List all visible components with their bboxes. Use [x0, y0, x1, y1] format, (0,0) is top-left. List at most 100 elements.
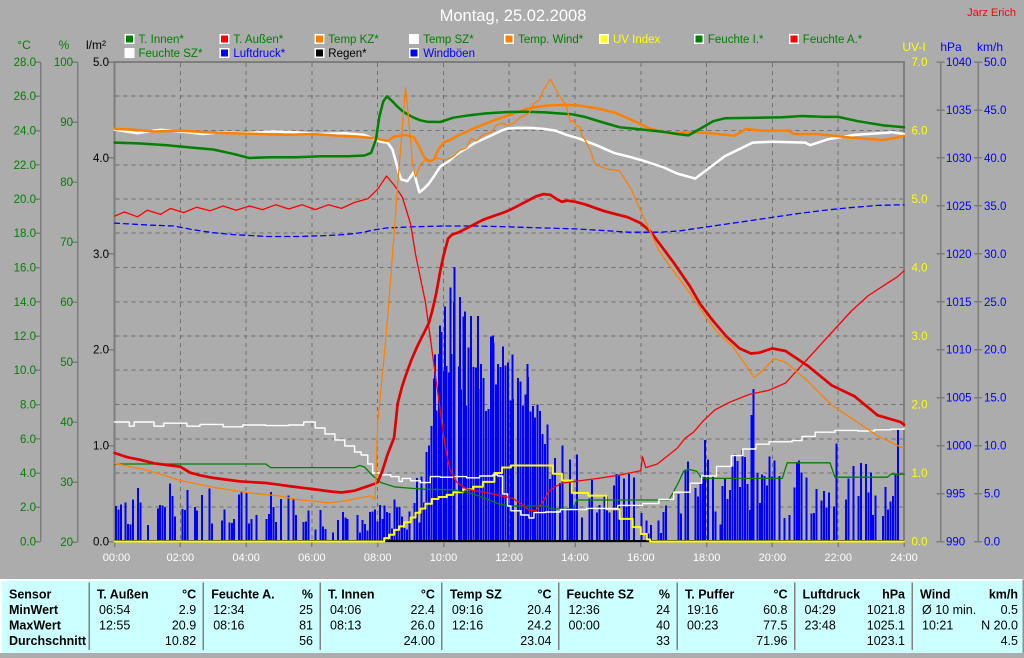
- svg-text:2.0: 2.0: [20, 502, 36, 514]
- svg-text:Feuchte A.: Feuchte A.: [211, 588, 274, 602]
- svg-text:20.4: 20.4: [527, 603, 551, 617]
- svg-text:28.0: 28.0: [14, 57, 36, 69]
- svg-text:Temp SZ: Temp SZ: [450, 588, 502, 602]
- svg-text:20:00: 20:00: [759, 552, 787, 564]
- svg-text:30: 30: [60, 477, 73, 489]
- svg-text:Wind: Wind: [920, 588, 950, 602]
- svg-text:4.5: 4.5: [1001, 634, 1018, 648]
- svg-text:12:55: 12:55: [99, 619, 130, 633]
- svg-text:1021.8: 1021.8: [867, 603, 905, 617]
- svg-text:18:00: 18:00: [693, 552, 721, 564]
- svg-text:0.0: 0.0: [93, 537, 109, 549]
- svg-text:8.0: 8.0: [20, 400, 36, 412]
- svg-text:71.96: 71.96: [756, 634, 787, 648]
- svg-text:22.4: 22.4: [411, 603, 435, 617]
- svg-text:995: 995: [946, 489, 965, 501]
- svg-text:Jarz Erich: Jarz Erich: [967, 7, 1016, 19]
- svg-text:°C: °C: [537, 588, 551, 602]
- svg-text:Temp KZ*: Temp KZ*: [328, 34, 379, 46]
- svg-text:Feuchte I.*: Feuchte I.*: [708, 34, 764, 46]
- svg-text:14:00: 14:00: [561, 552, 589, 564]
- svg-text:1025: 1025: [946, 201, 972, 213]
- svg-text:12.0: 12.0: [14, 331, 36, 343]
- svg-text:45.0: 45.0: [984, 105, 1006, 117]
- svg-text:60: 60: [60, 297, 73, 309]
- svg-text:04:06: 04:06: [330, 603, 361, 617]
- svg-text:3.0: 3.0: [93, 249, 109, 261]
- svg-text:1.0: 1.0: [93, 441, 109, 453]
- svg-text:2.9: 2.9: [179, 603, 196, 617]
- svg-text:Temp SZ*: Temp SZ*: [423, 34, 474, 46]
- svg-text:24: 24: [656, 603, 670, 617]
- svg-text:Ø 10 min.: Ø 10 min.: [922, 603, 976, 617]
- svg-text:24.0: 24.0: [14, 126, 36, 138]
- svg-text:20.0: 20.0: [14, 194, 36, 206]
- svg-text:15.0: 15.0: [984, 393, 1006, 405]
- svg-text:T. Außen: T. Außen: [97, 588, 149, 602]
- svg-text:4.0: 4.0: [912, 263, 928, 275]
- svg-text:06:54: 06:54: [99, 603, 130, 617]
- svg-text:06:00: 06:00: [298, 552, 326, 564]
- svg-text:°C: °C: [182, 588, 196, 602]
- svg-text:1010: 1010: [946, 345, 972, 357]
- svg-text:30.0: 30.0: [984, 249, 1006, 261]
- svg-text:4.0: 4.0: [93, 153, 109, 165]
- svg-text:5.0: 5.0: [912, 194, 928, 206]
- svg-text:23:48: 23:48: [805, 619, 836, 633]
- svg-text:1030: 1030: [946, 153, 972, 165]
- svg-text:10.82: 10.82: [165, 634, 196, 648]
- svg-text:04:29: 04:29: [805, 603, 836, 617]
- svg-text:1.0: 1.0: [912, 468, 928, 480]
- svg-text:22.0: 22.0: [14, 160, 36, 172]
- svg-text:5.0: 5.0: [984, 489, 1000, 501]
- svg-text:33: 33: [656, 634, 670, 648]
- svg-text:0.5: 0.5: [1001, 603, 1018, 617]
- svg-text:1025.1: 1025.1: [867, 619, 905, 633]
- svg-text:Luftdruck: Luftdruck: [803, 588, 861, 602]
- svg-text:77.5: 77.5: [763, 619, 787, 633]
- svg-text:l/m²: l/m²: [86, 38, 106, 52]
- svg-text:T. Innen: T. Innen: [328, 588, 375, 602]
- svg-text:25.0: 25.0: [984, 297, 1006, 309]
- svg-text:hPa: hPa: [940, 40, 962, 54]
- svg-text:1020: 1020: [946, 249, 972, 261]
- svg-text:°C: °C: [17, 38, 31, 52]
- svg-text:56: 56: [299, 634, 313, 648]
- svg-text:Sensor: Sensor: [9, 588, 52, 602]
- svg-text:22:00: 22:00: [824, 552, 852, 564]
- svg-text:60.8: 60.8: [763, 603, 787, 617]
- svg-text:%: %: [659, 588, 670, 602]
- svg-text:40.0: 40.0: [984, 153, 1006, 165]
- svg-text:00:00: 00:00: [103, 552, 131, 564]
- svg-text:04:00: 04:00: [232, 552, 260, 564]
- svg-text:T. Innen*: T. Innen*: [139, 34, 185, 46]
- svg-text:3.0: 3.0: [912, 331, 928, 343]
- svg-text:UV Index: UV Index: [613, 34, 661, 46]
- svg-text:20: 20: [60, 537, 73, 549]
- svg-text:24.00: 24.00: [404, 634, 435, 648]
- svg-text:02:00: 02:00: [167, 552, 195, 564]
- svg-text:°C: °C: [773, 588, 787, 602]
- svg-text:26.0: 26.0: [411, 619, 435, 633]
- svg-text:Durchschnitt: Durchschnitt: [9, 634, 87, 648]
- svg-text:0.0: 0.0: [912, 537, 928, 549]
- svg-text:7.0: 7.0: [912, 57, 928, 69]
- svg-text:2.0: 2.0: [93, 345, 109, 357]
- svg-text:08:00: 08:00: [364, 552, 392, 564]
- svg-text:20.0: 20.0: [984, 345, 1006, 357]
- svg-text:%: %: [302, 588, 313, 602]
- svg-text:19:16: 19:16: [687, 603, 718, 617]
- svg-text:25: 25: [299, 603, 313, 617]
- svg-text:09:16: 09:16: [452, 603, 483, 617]
- svg-text:26.0: 26.0: [14, 91, 36, 103]
- svg-text:km/h: km/h: [989, 588, 1018, 602]
- svg-text:1000: 1000: [946, 441, 972, 453]
- svg-text:12:00: 12:00: [495, 552, 523, 564]
- svg-text:Windböen: Windböen: [423, 48, 475, 60]
- svg-text:90: 90: [60, 117, 73, 129]
- svg-text:0.0: 0.0: [20, 537, 36, 549]
- svg-text:Feuchte SZ*: Feuchte SZ*: [139, 48, 203, 60]
- svg-text:1015: 1015: [946, 297, 972, 309]
- svg-text:14.0: 14.0: [14, 297, 36, 309]
- svg-text:40: 40: [656, 619, 670, 633]
